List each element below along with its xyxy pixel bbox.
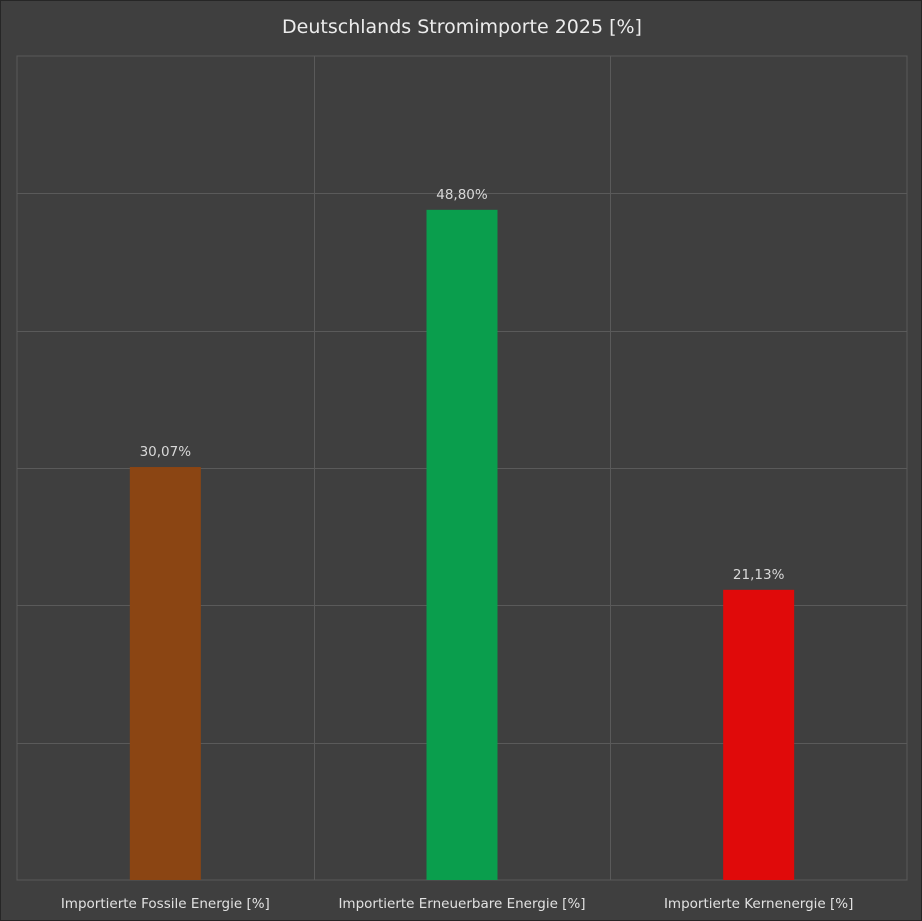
x-tick-label: Importierte Fossile Energie [%]	[61, 896, 270, 912]
labels: 30,07% Importierte Fossile Energie [%] 48,…	[61, 187, 854, 912]
bar	[129, 467, 201, 880]
x-tick-label: Importierte Erneuerbare Energie [%]	[338, 896, 585, 912]
bar-value-label: 21,13%	[733, 567, 785, 583]
bar-value-label: 48,80%	[436, 187, 488, 203]
chart-title: Deutschlands Stromimporte 2025 [%]	[282, 16, 642, 38]
bar-value-label: 30,07%	[140, 444, 192, 460]
x-tick-label: Importierte Kernenergie [%]	[664, 896, 853, 912]
bar	[426, 209, 498, 880]
bar	[723, 589, 795, 880]
bars	[129, 209, 795, 880]
